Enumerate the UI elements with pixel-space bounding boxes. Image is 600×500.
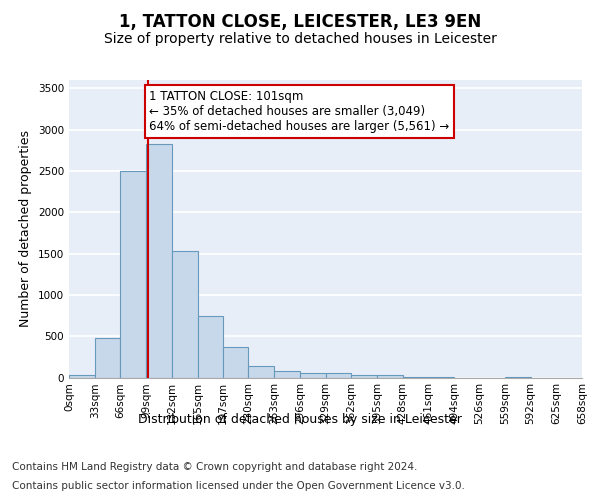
Text: Size of property relative to detached houses in Leicester: Size of property relative to detached ho… xyxy=(104,32,496,46)
Bar xyxy=(172,252,197,378)
Bar xyxy=(248,366,274,378)
Bar xyxy=(274,372,300,378)
Bar xyxy=(351,374,377,378)
Bar xyxy=(69,376,95,378)
Text: Distribution of detached houses by size in Leicester: Distribution of detached houses by size … xyxy=(138,412,462,426)
Bar xyxy=(377,376,403,378)
Text: 1 TATTON CLOSE: 101sqm
← 35% of detached houses are smaller (3,049)
64% of semi-: 1 TATTON CLOSE: 101sqm ← 35% of detached… xyxy=(149,90,449,133)
Bar xyxy=(325,372,351,378)
Text: Contains HM Land Registry data © Crown copyright and database right 2024.: Contains HM Land Registry data © Crown c… xyxy=(12,462,418,472)
Bar xyxy=(223,346,248,378)
Y-axis label: Number of detached properties: Number of detached properties xyxy=(19,130,32,327)
Bar xyxy=(146,144,172,378)
Text: 1, TATTON CLOSE, LEICESTER, LE3 9EN: 1, TATTON CLOSE, LEICESTER, LE3 9EN xyxy=(119,12,481,30)
Bar xyxy=(95,338,121,378)
Text: Contains public sector information licensed under the Open Government Licence v3: Contains public sector information licen… xyxy=(12,481,465,491)
Bar xyxy=(300,373,325,378)
Bar xyxy=(197,316,223,378)
Bar xyxy=(121,171,146,378)
